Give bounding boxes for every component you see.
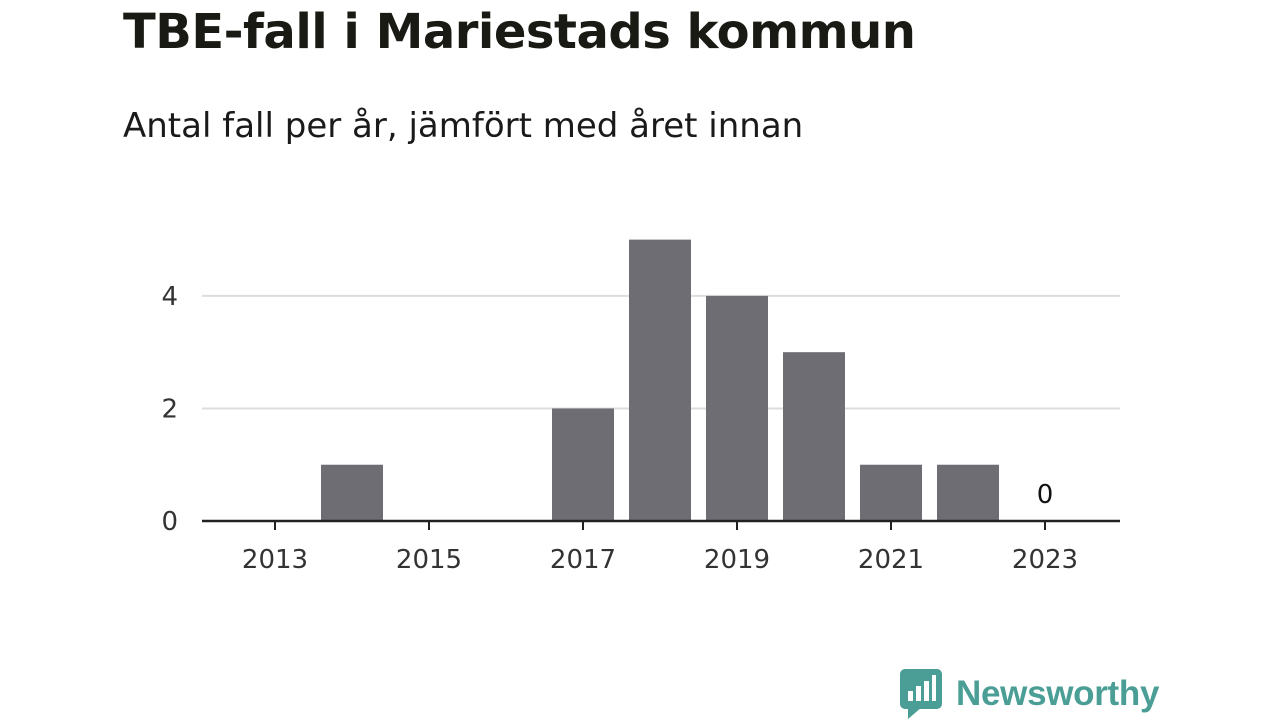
brand-name: Newsworthy — [956, 674, 1160, 713]
bars — [321, 239, 999, 522]
chart-title: TBE-fall i Mariestads kommun — [123, 4, 916, 60]
newsworthy-logo-icon — [900, 669, 942, 719]
bar-2019 — [706, 295, 768, 521]
y-tick-label: 4 — [161, 282, 178, 312]
x-tick-label: 2017 — [550, 545, 616, 575]
bar-2021 — [860, 464, 922, 521]
x-tick-label: 2015 — [396, 545, 462, 575]
labels: 0 2 4 2013 2015 2017 2019 2021 2023 0 — [161, 282, 1078, 575]
brand-logo: Newsworthy — [900, 668, 1159, 720]
data-label: 0 — [1037, 480, 1054, 510]
x-tick-label: 2021 — [858, 545, 924, 575]
y-tick-label: 2 — [161, 394, 178, 424]
chart-subtitle: Antal fall per år, jämfört med året inna… — [123, 106, 804, 146]
bar-2017 — [552, 408, 614, 521]
x-tick-label: 2019 — [704, 545, 770, 575]
bar-2022 — [937, 464, 999, 521]
y-tick-label: 0 — [161, 507, 178, 537]
x-tick-label: 2013 — [242, 545, 308, 575]
axes — [202, 519, 1120, 530]
bar-2018 — [629, 239, 691, 522]
bar-2014 — [321, 464, 383, 521]
bar-2020 — [783, 352, 845, 521]
x-tick-label: 2023 — [1012, 545, 1078, 575]
